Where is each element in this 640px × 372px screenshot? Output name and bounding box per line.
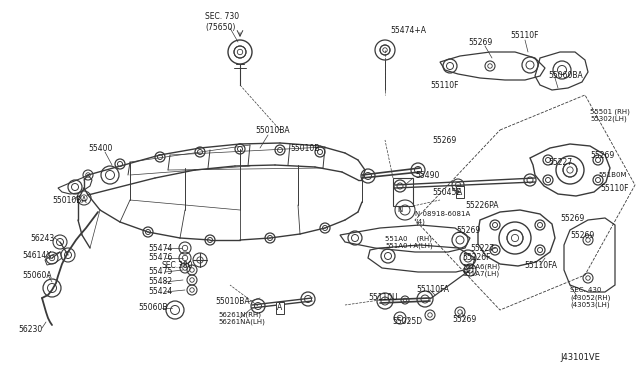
Bar <box>393 178 413 206</box>
Text: 55269: 55269 <box>590 151 614 160</box>
Text: 55110FA: 55110FA <box>416 285 449 295</box>
Text: 55010B: 55010B <box>290 144 319 153</box>
Text: 55226F: 55226F <box>462 253 490 263</box>
Text: 55269: 55269 <box>452 315 476 324</box>
Text: 56230: 56230 <box>18 326 42 334</box>
Text: 55269: 55269 <box>560 214 584 222</box>
Text: 55501 (RH)
55302(LH): 55501 (RH) 55302(LH) <box>590 108 630 122</box>
Text: 55045E: 55045E <box>432 187 461 196</box>
Text: 55110F: 55110F <box>600 183 628 192</box>
Text: 55482: 55482 <box>148 278 172 286</box>
Text: 55025D: 55025D <box>392 317 422 327</box>
Text: 55424: 55424 <box>148 288 172 296</box>
Text: 551B0M: 551B0M <box>598 172 627 178</box>
Text: 56243: 56243 <box>30 234 54 243</box>
Text: 55269: 55269 <box>468 38 492 46</box>
Text: 55110F: 55110F <box>510 31 538 39</box>
Text: 54614X: 54614X <box>22 251 51 260</box>
Text: 55010BA: 55010BA <box>255 125 290 135</box>
Text: 55110FA: 55110FA <box>524 260 557 269</box>
Text: SEC. 730
(75650): SEC. 730 (75650) <box>205 12 239 32</box>
Text: 551A6(RH)
551A7(LH): 551A6(RH) 551A7(LH) <box>462 263 500 277</box>
Text: 551A0    (RH)
551A0+A(LH): 551A0 (RH) 551A0+A(LH) <box>385 235 433 249</box>
Text: 55476: 55476 <box>148 253 172 263</box>
Text: 55269: 55269 <box>456 225 480 234</box>
Text: J43101VE: J43101VE <box>560 353 600 362</box>
Text: 55269: 55269 <box>570 231 595 240</box>
Text: 56261N(RH)
56261NA(LH): 56261N(RH) 56261NA(LH) <box>218 311 265 325</box>
Text: 55474+A: 55474+A <box>390 26 426 35</box>
Text: 55226PA: 55226PA <box>465 201 499 209</box>
Text: SEC. 430
(43052(RH)
(43053(LH): SEC. 430 (43052(RH) (43053(LH) <box>570 288 611 308</box>
Text: A: A <box>277 304 283 312</box>
Text: 55475: 55475 <box>148 267 172 276</box>
Text: 55060BA: 55060BA <box>548 71 583 80</box>
Text: 55227: 55227 <box>470 244 494 253</box>
Text: 55110F: 55110F <box>430 80 458 90</box>
Text: N 08918-6081A
(4): N 08918-6081A (4) <box>415 211 470 225</box>
Text: 55474: 55474 <box>148 244 172 253</box>
Text: 55060A: 55060A <box>22 270 52 279</box>
Text: 55010BA: 55010BA <box>52 196 86 205</box>
Text: SEC.380: SEC.380 <box>162 260 194 269</box>
Text: A: A <box>458 187 463 196</box>
Text: 55060B: 55060B <box>138 304 168 312</box>
Text: 55110U: 55110U <box>368 294 397 302</box>
Text: 55400: 55400 <box>88 144 113 153</box>
Text: 55490: 55490 <box>415 170 440 180</box>
Text: 55227: 55227 <box>548 157 572 167</box>
Text: N: N <box>397 207 403 213</box>
Text: 55010BA: 55010BA <box>215 298 250 307</box>
Text: 55269: 55269 <box>432 135 456 144</box>
